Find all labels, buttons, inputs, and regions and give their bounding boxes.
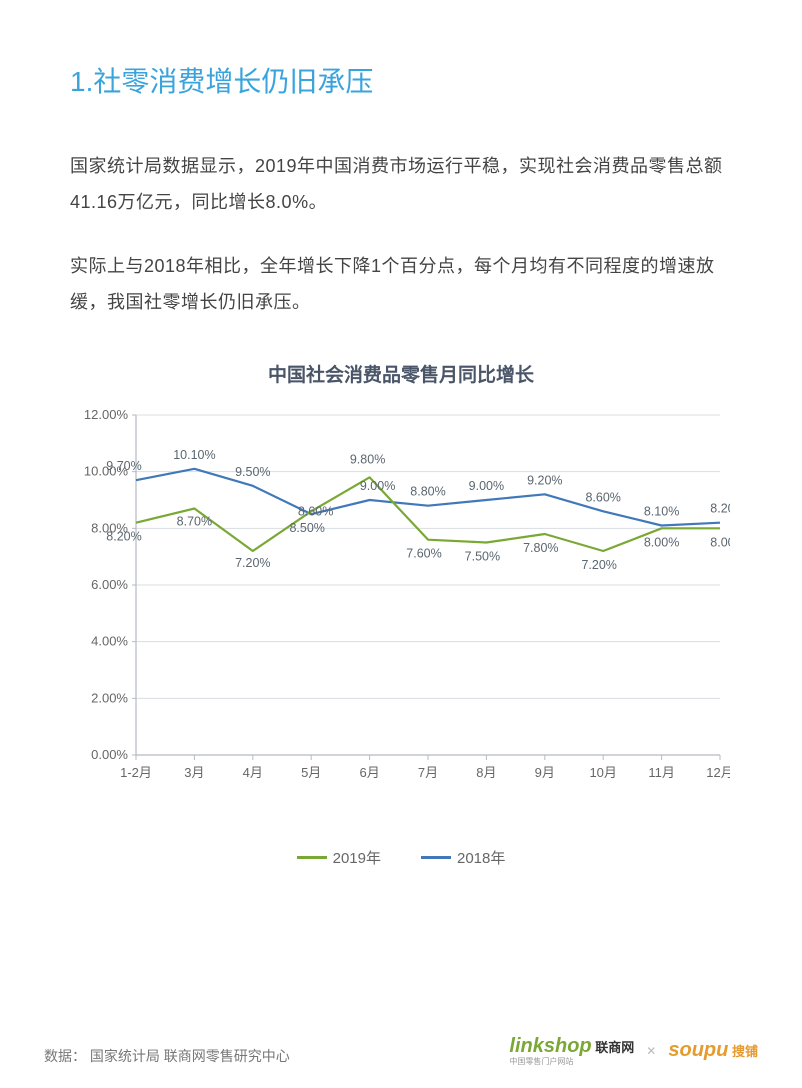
svg-text:6月: 6月 — [359, 765, 379, 780]
legend-swatch — [297, 856, 327, 859]
svg-text:8.70%: 8.70% — [177, 515, 212, 529]
source-label: 数据： — [44, 1048, 86, 1064]
soupu-logo: soupu 搜铺 — [668, 1039, 758, 1062]
svg-text:6.00%: 6.00% — [91, 577, 128, 592]
svg-text:7.20%: 7.20% — [235, 556, 270, 570]
svg-text:7.50%: 7.50% — [465, 550, 500, 564]
legend-label: 2018年 — [457, 847, 505, 868]
linkshop-logo-text: linkshop — [509, 1035, 591, 1057]
svg-text:10月: 10月 — [589, 765, 616, 780]
svg-text:4.00%: 4.00% — [91, 634, 128, 649]
legend-item: 2019年 — [297, 847, 381, 868]
legend-label: 2019年 — [333, 847, 381, 868]
paragraph-2: 实际上与2018年相比，全年增长下降1个百分点，每个月均有不同程度的增速放缓，我… — [70, 248, 732, 320]
svg-text:7.20%: 7.20% — [581, 558, 616, 572]
svg-text:3月: 3月 — [184, 765, 204, 780]
svg-text:8.20%: 8.20% — [710, 502, 730, 516]
svg-text:9.50%: 9.50% — [235, 465, 270, 479]
svg-text:10.10%: 10.10% — [173, 448, 215, 462]
svg-text:9.00%: 9.00% — [469, 479, 504, 493]
svg-text:8.60%: 8.60% — [585, 490, 620, 504]
soupu-logo-text: soupu — [668, 1039, 728, 1061]
svg-text:12月: 12月 — [706, 765, 730, 780]
svg-text:9.80%: 9.80% — [350, 452, 385, 466]
paragraph-1: 国家统计局数据显示，2019年中国消费市场运行平稳，实现社会消费品零售总额41.… — [70, 148, 732, 220]
svg-text:7月: 7月 — [418, 765, 438, 780]
logo-separator: ✕ — [646, 1044, 656, 1058]
line-chart: 0.00%2.00%4.00%6.00%8.00%10.00%12.00%1-2… — [70, 405, 730, 835]
svg-text:9月: 9月 — [535, 765, 555, 780]
svg-text:11月: 11月 — [648, 765, 675, 780]
svg-text:4月: 4月 — [243, 765, 263, 780]
legend-item: 2018年 — [421, 847, 505, 868]
svg-text:9.20%: 9.20% — [527, 473, 562, 487]
footer-logos: linkshop 联商网 中国零售门户网站 ✕ soupu 搜铺 — [509, 1035, 758, 1066]
footer: 数据： 国家统计局 联商网零售研究中心 linkshop 联商网 中国零售门户网… — [44, 1035, 758, 1066]
svg-text:8.20%: 8.20% — [106, 530, 141, 544]
svg-text:2.00%: 2.00% — [91, 690, 128, 705]
soupu-logo-cn: 搜铺 — [732, 1044, 758, 1059]
svg-text:1-2月: 1-2月 — [120, 765, 152, 780]
linkshop-logo-cn: 联商网 — [595, 1040, 634, 1055]
svg-text:0.00%: 0.00% — [91, 747, 128, 762]
svg-text:12.00%: 12.00% — [84, 407, 129, 422]
page-title: 1.社零消费增长仍旧承压 — [70, 60, 732, 100]
chart-legend: 2019年 2018年 — [70, 847, 732, 868]
source-value: 国家统计局 联商网零售研究中心 — [90, 1048, 290, 1064]
svg-text:8.50%: 8.50% — [289, 521, 324, 535]
data-source: 数据： 国家统计局 联商网零售研究中心 — [44, 1046, 290, 1066]
legend-swatch — [421, 856, 451, 859]
svg-text:8.00%: 8.00% — [644, 535, 679, 549]
svg-text:5月: 5月 — [301, 765, 321, 780]
linkshop-logo: linkshop 联商网 中国零售门户网站 — [509, 1035, 634, 1066]
linkshop-logo-sub: 中国零售门户网站 — [509, 1058, 634, 1066]
svg-text:8.60%: 8.60% — [298, 504, 333, 518]
chart-svg: 0.00%2.00%4.00%6.00%8.00%10.00%12.00%1-2… — [70, 405, 730, 795]
svg-text:8.10%: 8.10% — [644, 505, 679, 519]
svg-text:7.60%: 7.60% — [406, 547, 441, 561]
chart-title: 中国社会消费品零售月同比增长 — [70, 360, 732, 387]
svg-text:9.00%: 9.00% — [360, 479, 395, 493]
svg-text:7.80%: 7.80% — [523, 541, 558, 555]
svg-text:8.80%: 8.80% — [410, 485, 445, 499]
svg-text:8月: 8月 — [476, 765, 496, 780]
svg-text:8.00%: 8.00% — [710, 535, 730, 549]
svg-text:9.70%: 9.70% — [106, 459, 141, 473]
